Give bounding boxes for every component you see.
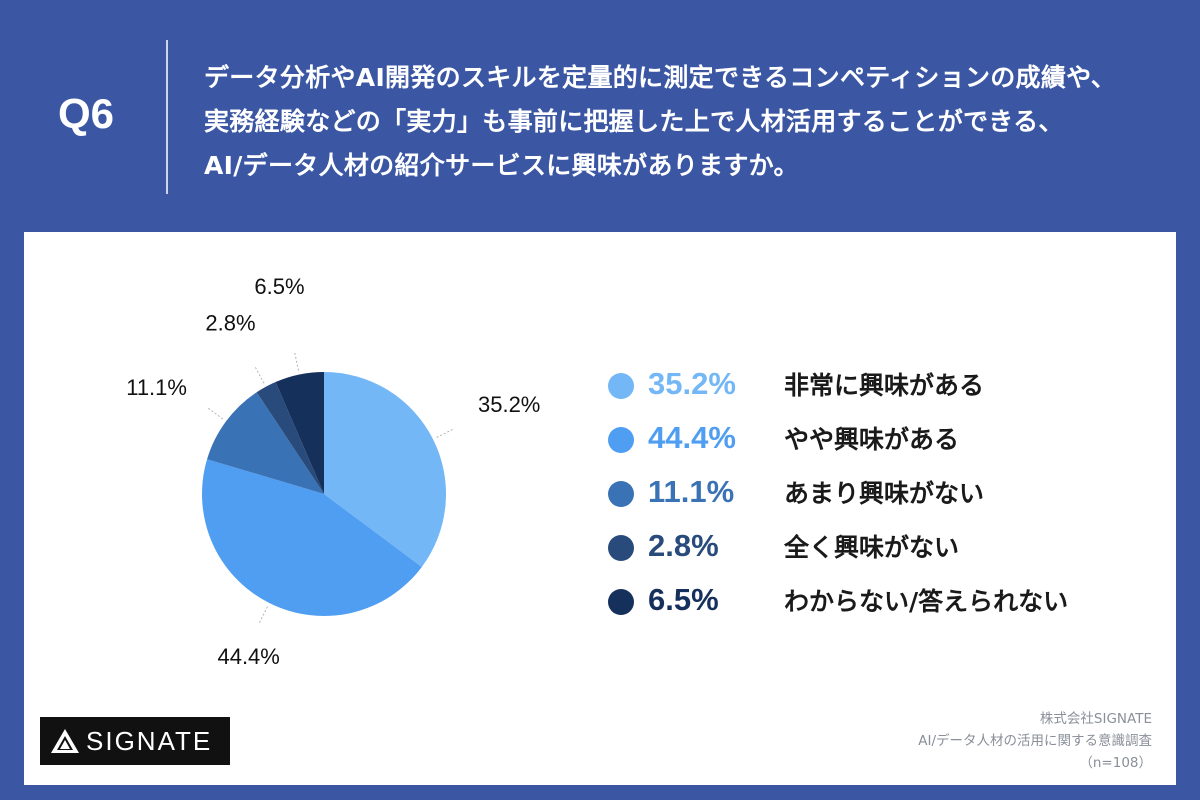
pie-slice-5 [275, 372, 324, 494]
leader-line-5 [294, 352, 299, 371]
legend-item-1: 35.2% 非常に興味がある [608, 360, 1148, 414]
legend-value: 35.2% [648, 366, 736, 401]
legend-value: 2.8% [648, 528, 719, 563]
question-line-1: データ分析やAI開発のスキルを定量的に測定できるコンペティションの成績や、 [204, 63, 1117, 92]
chart-panel: 35.2% 44.4% 11.1% 2.8% 6.5% 35.2% 非常に興味がある 44.… [24, 232, 1176, 785]
legend-item-2: 44.4% やや興味がある [608, 414, 1148, 468]
signate-logo: SIGNATE [40, 717, 230, 765]
data-label-4: 2.8% [205, 311, 255, 336]
leader-line-3 [208, 407, 224, 420]
source-sample: （n=108） [1079, 755, 1152, 771]
legend-dot-icon [608, 589, 634, 615]
legend-value: 44.4% [648, 420, 736, 455]
legend-dot-icon [608, 481, 634, 507]
data-label-5: 6.5% [254, 274, 304, 299]
leader-line-2 [258, 606, 268, 623]
question-text: データ分析やAI開発のスキルを定量的に測定できるコンペティションの成績や、 実務… [204, 56, 1164, 188]
leader-line-1 [436, 428, 453, 438]
data-label-2: 44.4% [217, 644, 279, 669]
legend-label: あまり興味がない [784, 479, 985, 508]
source-survey: AI/データ人材の活用に関する意識調査 [918, 733, 1152, 749]
legend-value: 11.1% [648, 474, 735, 509]
legend-label: 非常に興味がある [784, 371, 985, 400]
leader-line-4 [254, 367, 265, 384]
legend-item-3: 11.1% あまり興味がない [608, 468, 1148, 522]
legend-item-5: 6.5% わからない/答えられない [608, 576, 1148, 630]
legend-value: 6.5% [648, 582, 719, 617]
logo-text: SIGNATE [86, 726, 213, 756]
legend-label: わからない/答えられない [784, 587, 1069, 616]
question-number: Q6 [58, 90, 115, 137]
pie-slice-2 [202, 459, 422, 616]
question-line-2: 実務経験などの「実力」も事前に把握した上で人材活用することができる、 [204, 107, 1064, 136]
data-label-3: 11.1% [126, 375, 187, 400]
data-label-1: 35.2% [478, 392, 540, 417]
question-line-3: AI/データ人材の紹介サービスに興味がありますか。 [204, 151, 799, 180]
source-note: 株式会社SIGNATE AI/データ人材の活用に関する意識調査 （n=108） [918, 708, 1152, 774]
source-company: 株式会社SIGNATE [1039, 711, 1152, 727]
pie-chart: 35.2% 44.4% 11.1% 2.8% 6.5% [126, 274, 540, 669]
legend-dot-icon [608, 535, 634, 561]
legend-dot-icon [608, 373, 634, 399]
legend-dot-icon [608, 427, 634, 453]
chart-legend: 35.2% 非常に興味がある 44.4% やや興味がある 11.1% あまり興味がない 2.… [608, 360, 1148, 630]
header-divider [166, 40, 168, 194]
legend-label: 全く興味がない [784, 533, 960, 562]
legend-label: やや興味がある [784, 425, 960, 454]
question-header: Q6 データ分析やAI開発のスキルを定量的に測定できるコンペティションの成績や、… [0, 0, 1200, 232]
pie-slice-3 [207, 392, 324, 494]
pie-slice-4 [256, 382, 324, 494]
logo-triangle-icon [51, 729, 79, 753]
pie-slice-1 [324, 372, 446, 567]
legend-item-4: 2.8% 全く興味がない [608, 522, 1148, 576]
